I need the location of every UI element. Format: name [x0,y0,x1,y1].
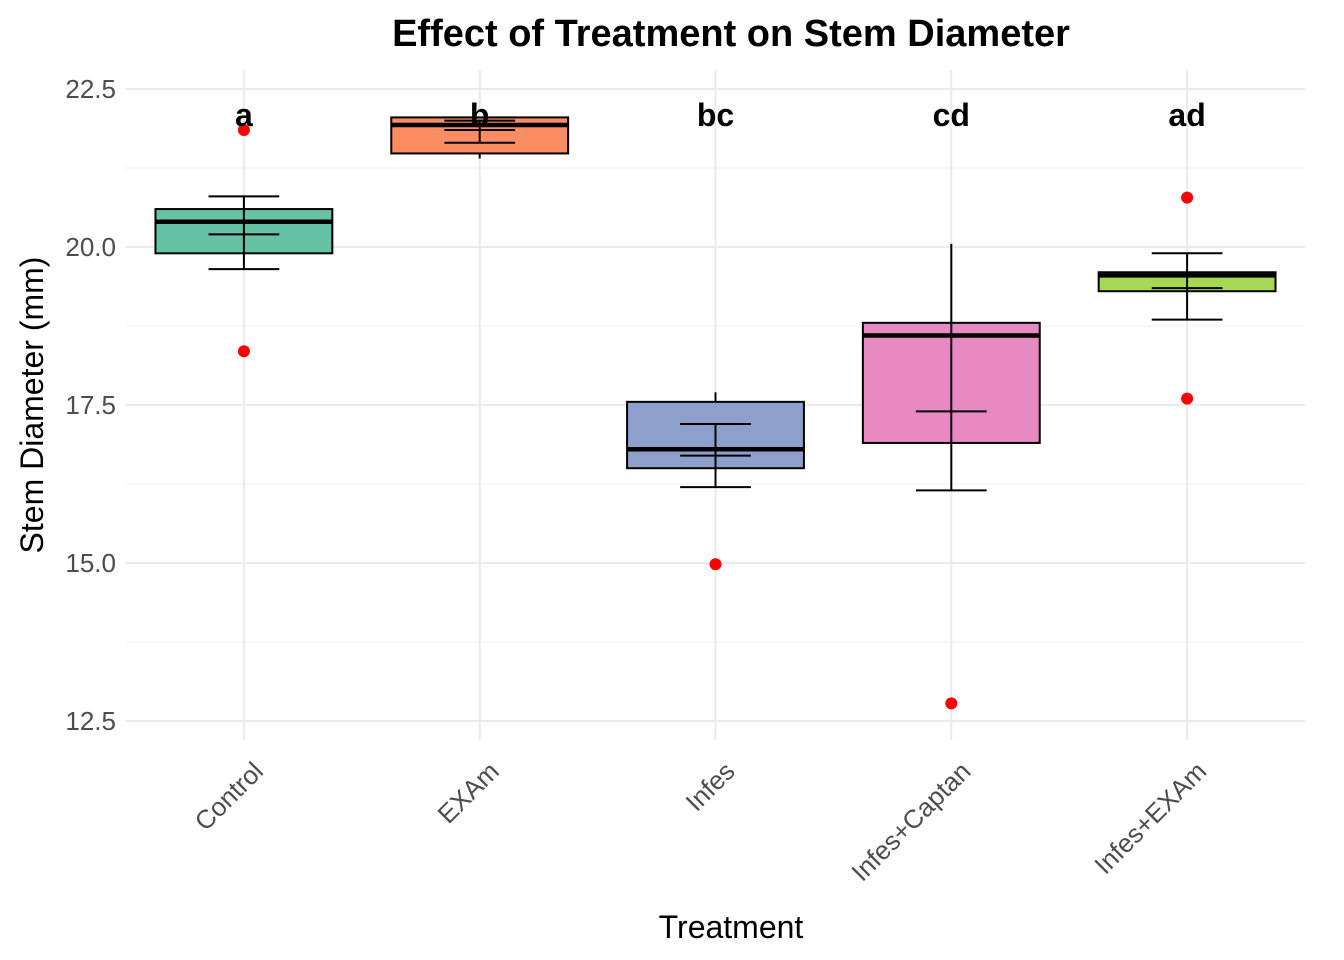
error-bar-4 [1151,252,1223,321]
error-bar-3 [915,243,987,492]
error-bar-2 [680,422,751,489]
x-axis-title: Treatment [659,909,804,945]
x-tick-label: Infes+Captan [845,756,976,887]
y-tick-label: 12.5 [65,706,116,736]
significance-letters: a b bc cd ad [235,97,1206,133]
outlier-point [237,345,250,358]
error-bars [208,119,1223,492]
outlier-point [237,124,250,137]
x-tick-label: Control [189,756,269,836]
significance-letter: b [470,97,490,133]
chart-title: Effect of Treatment on Stem Diameter [392,13,1070,55]
x-tick-label: Infes [680,756,741,817]
significance-letter: a [235,97,253,133]
x-tick-label: EXAm [431,756,504,829]
significance-letter: bc [697,97,734,133]
outlier-point [1181,191,1194,204]
outlier-points [237,124,1194,710]
x-tick-label: Infes+EXAm [1088,756,1212,880]
significance-letter: cd [933,97,970,133]
outlier-point [709,558,722,571]
significance-letter: ad [1168,97,1205,133]
outlier-point [945,697,958,710]
outlier-point [1181,392,1194,405]
error-bar-0 [208,195,280,271]
y-axis-tick-labels: 12.5 15.0 17.5 20.0 22.5 [65,74,116,736]
y-tick-label: 22.5 [65,74,116,104]
y-tick-label: 15.0 [65,548,116,578]
y-tick-label: 17.5 [65,390,116,420]
error-bar-1 [444,119,516,144]
y-axis-title: Stem Diameter (mm) [14,257,50,554]
x-axis-tick-labels: Control EXAm Infes Infes+Captan Infes+EXAm [189,756,1213,887]
y-tick-label: 20.0 [65,232,116,262]
